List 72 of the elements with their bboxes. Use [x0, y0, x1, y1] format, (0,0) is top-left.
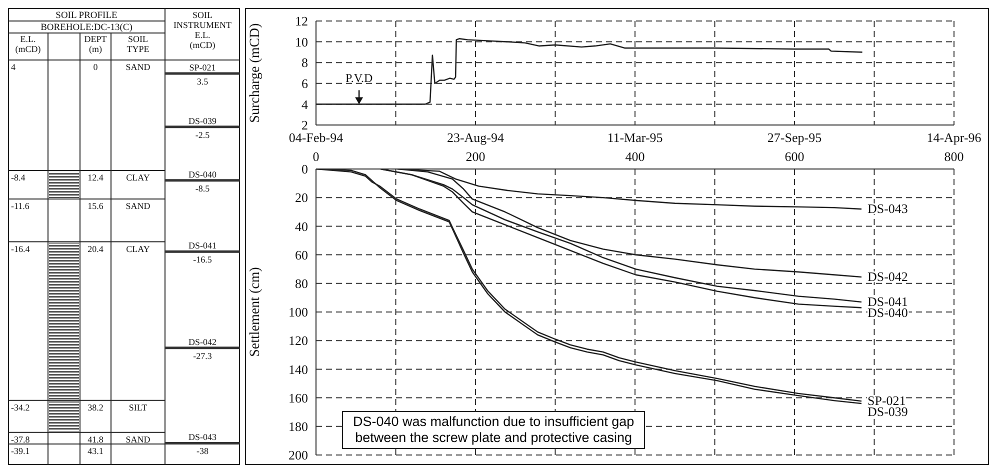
y-tick-label: 180 [288, 419, 308, 434]
text: CLAY [126, 172, 150, 182]
text: -39.1 [11, 446, 30, 456]
x-tick-label: 0 [312, 149, 320, 164]
text: 15.6 [88, 200, 104, 211]
data-label: -2.5 [195, 130, 210, 140]
text: SOIL PROFILE [56, 11, 118, 21]
y-tick-label: 200 [288, 448, 308, 463]
y-tick-label: 60 [295, 247, 308, 262]
series-label: DS-042 [867, 268, 908, 284]
text: SAND [126, 434, 150, 444]
data-label: -8.5 [195, 183, 210, 194]
data-label: -16.5 [193, 254, 212, 265]
text: DEPT (m) [84, 34, 107, 54]
text: -11.6 [11, 200, 30, 211]
text: 43.1 [88, 446, 104, 456]
series-label: DS-039 [867, 404, 908, 420]
text: SILT [128, 402, 148, 412]
y-tick-label: 160 [288, 390, 308, 406]
y-tick-label: 100 [288, 304, 308, 320]
text: SOIL TYPE [126, 34, 150, 54]
category-label: DS-040 [188, 169, 217, 180]
annotation: P.V.D [345, 71, 373, 86]
y-tick-label: 20 [295, 190, 308, 206]
category-label: SP-021 [189, 62, 216, 72]
text: 4 [11, 62, 16, 72]
text: BOREHOLE:DC-13(C) [40, 23, 132, 33]
text: -34.2 [11, 402, 30, 412]
category-label: DS-043 [188, 432, 217, 442]
text: -16.4 [11, 244, 30, 254]
category-label: DS-042 [188, 336, 217, 347]
text: 38.2 [88, 402, 104, 412]
x-tick-label: 800 [944, 149, 964, 164]
text: CLAY [126, 244, 150, 254]
y-tick-label: 8 [302, 55, 308, 70]
y-tick-label: 6 [302, 76, 308, 92]
text: -37.8 [11, 434, 30, 444]
data-label: -38 [196, 446, 209, 456]
annotation: DS-040 was malfunction due to insufficient gap between the screw plate and protective casing [342, 411, 646, 449]
y-tick-label: 120 [288, 333, 308, 348]
legend-title: SOIL INSTRUMENT E.L. (mCD) [174, 10, 232, 50]
x-tick-label: 04-Feb-94 [288, 130, 344, 146]
x-tick-label: 600 [784, 149, 804, 164]
series-label: DS-043 [867, 201, 908, 216]
x-tick-label: 23-Aug-94 [446, 130, 505, 146]
text: 41.8 [88, 434, 104, 444]
y-tick-label: 0 [302, 162, 308, 177]
y-tick-label: 2 [302, 118, 308, 133]
data-label: 3.5 [196, 76, 209, 86]
y-axis-title: Settlement (cm) [248, 266, 263, 357]
text: SAND [126, 62, 150, 72]
y-axis-title: Surcharge (mCD) [248, 22, 263, 123]
y-tick-label: 10 [295, 34, 308, 50]
text: 12.4 [88, 172, 104, 182]
text: 0 [93, 62, 98, 72]
y-tick-label: 4 [302, 96, 308, 112]
category-label: DS-039 [188, 116, 217, 126]
data-label: -27.3 [193, 350, 212, 361]
x-tick-label: 27-Sep-95 [767, 130, 822, 146]
y-tick-label: 12 [295, 14, 308, 29]
text: E.L. (mCD) [15, 34, 41, 54]
y-tick-label: 40 [295, 218, 308, 234]
x-tick-label: 14-Apr-96 [926, 130, 982, 146]
x-tick-label: 200 [466, 149, 486, 164]
x-tick-label: 11-Mar-95 [607, 130, 663, 146]
x-tick-label: 400 [625, 149, 645, 164]
y-tick-label: 140 [288, 362, 308, 377]
text: 20.4 [88, 244, 104, 254]
text: SAND [126, 200, 150, 211]
text: -8.4 [11, 172, 26, 182]
category-label: DS-041 [188, 240, 217, 251]
y-tick-label: 80 [295, 276, 308, 292]
